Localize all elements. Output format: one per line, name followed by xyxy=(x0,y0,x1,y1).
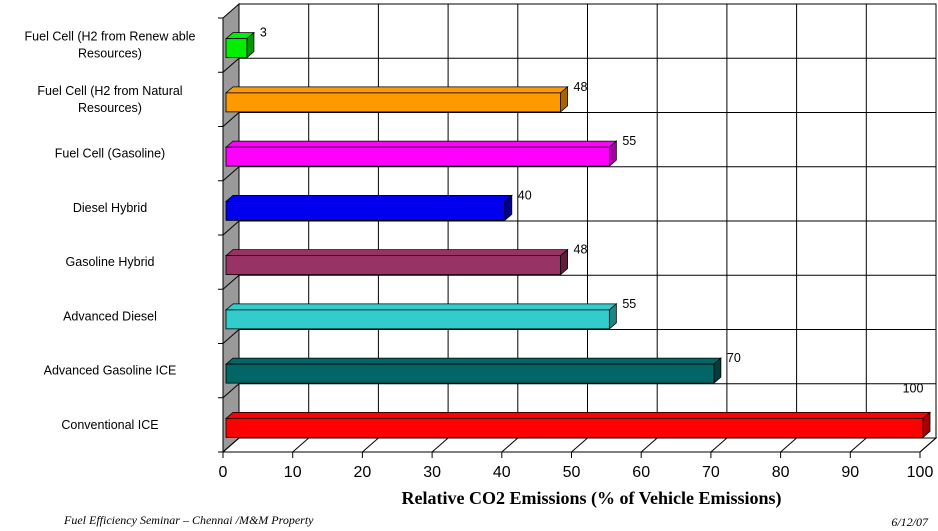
data-label: 48 xyxy=(574,243,588,257)
bar-front-face xyxy=(225,92,561,113)
floor-gridline xyxy=(222,437,240,453)
data-label: 3 xyxy=(260,26,267,40)
bar xyxy=(224,31,255,59)
bar xyxy=(224,86,569,113)
floor-gridline xyxy=(780,437,797,453)
bar-front-face xyxy=(225,146,610,167)
bar-top-face xyxy=(224,86,569,94)
x-tick-label: 60 xyxy=(632,464,650,481)
side-gridline xyxy=(222,329,240,344)
floor-gridline xyxy=(919,437,937,453)
category-label: Conventional ICE xyxy=(61,418,158,432)
x-tick-label: 30 xyxy=(423,464,441,481)
side-gridline xyxy=(222,220,240,236)
x-tick-label: 80 xyxy=(772,464,790,481)
floor-gridline xyxy=(501,437,519,453)
category-label-line: Advanced Gasoline ICE xyxy=(44,364,177,378)
bar-front-face xyxy=(225,38,248,59)
bar-top-face xyxy=(224,140,618,148)
bar-front-face xyxy=(225,363,715,384)
floor-gridline xyxy=(710,437,728,453)
bar xyxy=(224,303,618,330)
category-label: Fuel Cell (H2 from Renew able Resources) xyxy=(25,30,196,61)
data-label: 55 xyxy=(622,297,636,311)
category-label: Fuel Cell (H2 from Natural Resources) xyxy=(37,84,182,115)
bar-front-face xyxy=(225,200,506,221)
data-label: 48 xyxy=(574,80,588,94)
x-tick-label: 20 xyxy=(354,464,372,481)
side-gridline xyxy=(222,383,240,399)
x-axis-label: Relative CO2 Emissions (% of Vehicle Emi… xyxy=(401,488,781,509)
category-label-line: Resources) xyxy=(78,101,142,115)
category-label-line: Fuel Cell (Gasoline) xyxy=(55,147,165,161)
bar-front-face xyxy=(225,255,561,276)
data-label: 40 xyxy=(518,188,532,202)
category-label-line: Fuel Cell (H2 from Natural xyxy=(37,84,182,98)
data-label: 70 xyxy=(727,351,741,365)
bar xyxy=(224,194,513,222)
side-gridline xyxy=(222,112,240,127)
bar-top-face xyxy=(224,411,932,419)
side-gridline xyxy=(222,166,240,182)
footer-left-text: Fuel Efficiency Seminar – Chennai /M&M P… xyxy=(64,513,314,527)
bar-top-face xyxy=(224,249,569,257)
floor-gridline xyxy=(640,437,658,453)
category-label: Advanced Diesel xyxy=(63,309,157,323)
floor-gridline xyxy=(571,437,588,453)
bar-front-face xyxy=(225,309,610,330)
category-label: Gasoline Hybrid xyxy=(66,255,155,269)
side-gridline xyxy=(222,57,240,73)
x-tick-label: 40 xyxy=(493,464,511,481)
x-tick-label: 50 xyxy=(563,464,581,481)
bar xyxy=(224,248,569,276)
category-label-line: Advanced Diesel xyxy=(63,309,157,323)
category-label: Advanced Gasoline ICE xyxy=(44,364,177,378)
category-label-line: Diesel Hybrid xyxy=(73,201,147,215)
data-label: 100 xyxy=(903,381,924,395)
footer-date: 6/12/07 xyxy=(891,515,928,529)
x-tick-label: 100 xyxy=(907,464,934,481)
x-tick-label: 90 xyxy=(841,464,859,481)
bar-top-face xyxy=(224,194,513,202)
x-tick-label: 10 xyxy=(284,464,302,481)
category-label: Fuel Cell (Gasoline) xyxy=(55,147,165,161)
bar-front-face xyxy=(225,417,924,438)
bar xyxy=(224,411,932,439)
floor-gridline xyxy=(431,437,449,453)
floor-gridline xyxy=(362,437,379,453)
bar-top-face xyxy=(224,357,722,365)
x-tick-label: 70 xyxy=(702,464,720,481)
category-label-line: Resources) xyxy=(78,47,142,61)
side-gridline xyxy=(222,274,240,290)
data-label: 55 xyxy=(622,134,636,148)
bar xyxy=(224,357,722,384)
x-tick-label: 0 xyxy=(219,464,228,481)
bar-top-face xyxy=(224,303,618,311)
bar xyxy=(224,140,618,167)
floor-gridline xyxy=(849,437,867,453)
category-label: Diesel Hybrid xyxy=(73,201,147,215)
floor-gridline xyxy=(292,437,310,453)
category-label-line: Gasoline Hybrid xyxy=(66,255,155,269)
category-label-line: Conventional ICE xyxy=(61,418,158,432)
category-label-line: Fuel Cell (H2 from Renew able xyxy=(25,30,196,44)
